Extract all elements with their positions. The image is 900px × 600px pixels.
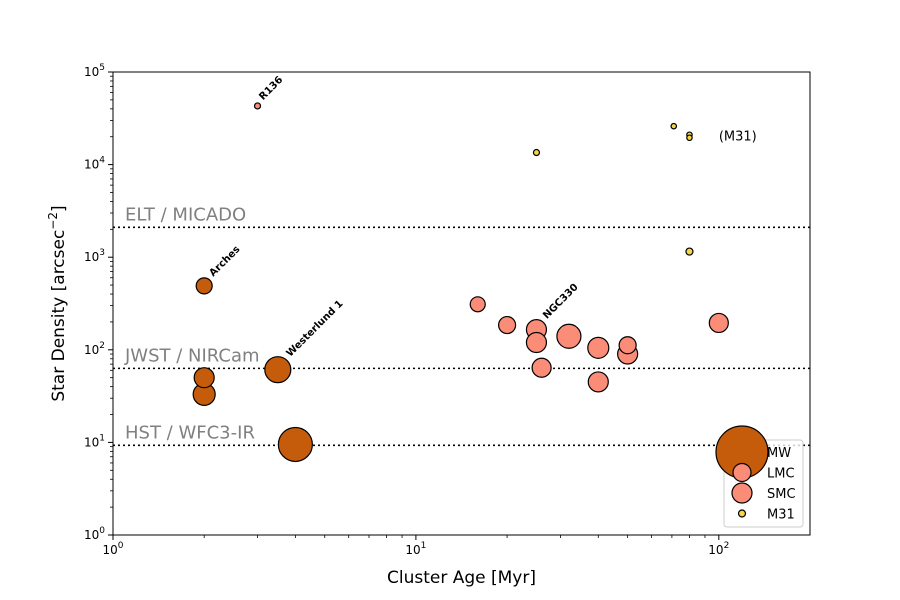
tick-label-base: 10 xyxy=(84,343,99,357)
tick-label-exponent: 1 xyxy=(421,541,427,551)
tick-label-exponent: 3 xyxy=(99,248,105,258)
legend-label-smc: SMC xyxy=(767,487,796,502)
y-axis-title-main: Star Density [arcsec xyxy=(49,230,69,402)
tick-label-exponent: 1 xyxy=(99,433,105,443)
tick-label-exponent: 4 xyxy=(99,156,105,166)
data-point-m31 xyxy=(670,122,678,130)
tick-label: 100 xyxy=(102,541,123,557)
tick-label-base: 10 xyxy=(84,528,99,542)
tick-label-base: 10 xyxy=(84,65,99,79)
tick-label-exponent: 5 xyxy=(99,63,105,73)
data-point-lmc xyxy=(531,357,552,378)
data-point-lmc xyxy=(525,331,548,354)
point-annotation: Westerlund 1 xyxy=(285,298,346,359)
legend-marker-m31 xyxy=(737,509,747,518)
data-point-m31 xyxy=(532,148,541,157)
y-axis-title-exponent: −2 xyxy=(46,212,60,230)
tick-label: 100 xyxy=(84,526,105,542)
point-annotation: NGC330 xyxy=(541,282,580,321)
plot-frame xyxy=(112,71,811,536)
data-point-lmc xyxy=(469,296,486,313)
data-point-mw xyxy=(264,356,292,384)
annotations: R136 Arches Westerlund 1 NGC330 (M31) xyxy=(208,75,757,360)
data-point-lmc xyxy=(587,336,610,359)
tick-label: 103 xyxy=(84,248,105,264)
point-annotation: R136 xyxy=(257,75,285,103)
tick-label-base: 10 xyxy=(405,543,420,557)
data-point-lmc xyxy=(497,315,517,335)
legend-label-m31: M31 xyxy=(767,508,795,523)
legend-label-mw: MW xyxy=(767,446,791,461)
point-annotation: Arches xyxy=(208,244,243,279)
y-axis-title-close: ] xyxy=(49,205,69,212)
legend-marker-smc xyxy=(731,482,753,504)
tick-label-exponent: 2 xyxy=(724,541,730,551)
data-point-lmc xyxy=(556,323,582,349)
x-axis-title: Cluster Age [Myr] xyxy=(387,568,536,588)
data-point-mw xyxy=(277,426,313,463)
data-point-lmc xyxy=(253,102,262,110)
legend: MW LMC SMC M31 xyxy=(715,425,804,528)
data-points xyxy=(192,102,729,463)
tick-label-base: 10 xyxy=(102,543,117,557)
data-point-m31 xyxy=(686,134,693,142)
tick-label: 105 xyxy=(84,63,105,79)
reference-line-label: HST / WFC3-IR xyxy=(125,422,255,443)
data-point-lmc xyxy=(618,336,637,355)
tick-label-base: 10 xyxy=(84,250,99,264)
reference-line-label: ELT / MICADO xyxy=(125,204,246,225)
legend-marker-lmc xyxy=(732,462,752,483)
y-axis-title: Star Density [arcsec−2] xyxy=(46,205,69,401)
tick-label: 102 xyxy=(84,341,105,357)
reference-lines: ELT / MICADO JWST / NIRCam HST / WFC3-IR xyxy=(113,204,810,447)
point-annotation: (M31) xyxy=(719,130,757,145)
tick-label-exponent: 0 xyxy=(118,541,124,551)
tick-label: 101 xyxy=(84,433,105,449)
tick-label: 101 xyxy=(405,541,426,557)
data-point-lmc xyxy=(587,371,609,393)
data-point-lmc xyxy=(708,312,729,334)
legend-label-lmc: LMC xyxy=(767,467,795,482)
data-point-mw xyxy=(193,367,215,389)
data-point-m31 xyxy=(685,247,694,256)
tick-label-base: 10 xyxy=(84,158,99,172)
tick-label-base: 10 xyxy=(708,543,723,557)
tick-label: 102 xyxy=(708,541,729,557)
tick-label-exponent: 2 xyxy=(99,341,105,351)
reference-line-label: JWST / NIRCam xyxy=(124,345,260,366)
tick-label-base: 10 xyxy=(84,435,99,449)
data-point-mw xyxy=(195,277,213,295)
tick-label-exponent: 0 xyxy=(99,526,105,536)
tick-label: 104 xyxy=(84,156,105,172)
